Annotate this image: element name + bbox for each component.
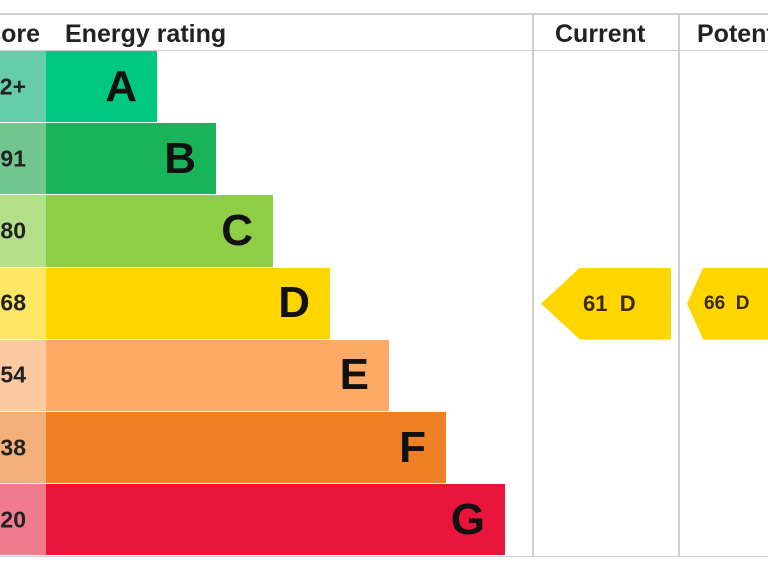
column-divider-current xyxy=(532,14,534,557)
band-bar-d: D xyxy=(46,267,330,339)
band-letter: B xyxy=(164,133,196,183)
column-divider-potential xyxy=(678,14,680,557)
band-letter: C xyxy=(221,205,253,255)
band-bar-b: B xyxy=(46,123,216,195)
current-rating-arrow: 61 D xyxy=(541,267,671,340)
score-range-label: 69-80 xyxy=(0,217,26,244)
potential-rating-arrow-label: 66 D xyxy=(704,292,750,314)
score-range-g: 1-20 xyxy=(0,484,46,556)
score-range-label: 39-54 xyxy=(0,361,26,388)
score-range-label: 21-38 xyxy=(0,434,26,461)
score-range-e: 39-54 xyxy=(0,339,46,411)
band-letter: E xyxy=(339,350,369,400)
band-letter: G xyxy=(450,494,485,544)
score-range-c: 69-80 xyxy=(0,195,46,267)
band-bar-g: G xyxy=(46,484,505,556)
score-range-label: 55-68 xyxy=(0,289,26,316)
score-range-b: 81-91 xyxy=(0,123,46,195)
score-range-label: 81-91 xyxy=(0,145,26,172)
band-bar-a: A xyxy=(46,51,157,123)
band-letter: A xyxy=(105,61,137,111)
header-energy-rating: Energy rating xyxy=(65,20,227,48)
band-bar-e: E xyxy=(46,339,389,411)
band-letter: F xyxy=(399,422,426,472)
current-rating-arrow-label: 61 D xyxy=(583,290,636,316)
potential-rating-arrow: 66 D xyxy=(687,267,768,340)
header-potential: Potential xyxy=(697,20,768,48)
band-bar-f: F xyxy=(46,412,446,484)
score-range-label: 1-20 xyxy=(0,506,26,533)
score-range-a: 92+ xyxy=(0,51,46,123)
header-current: Current xyxy=(555,20,646,48)
score-range-label: 92+ xyxy=(0,73,26,100)
score-range-d: 55-68 xyxy=(0,267,46,339)
band-letter: D xyxy=(278,278,310,328)
header-score: Score xyxy=(0,20,40,48)
bottom-border xyxy=(0,556,768,557)
score-range-f: 21-38 xyxy=(0,412,46,484)
band-bar-c: C xyxy=(46,195,273,267)
top-border xyxy=(0,13,768,15)
header-divider xyxy=(0,50,768,51)
